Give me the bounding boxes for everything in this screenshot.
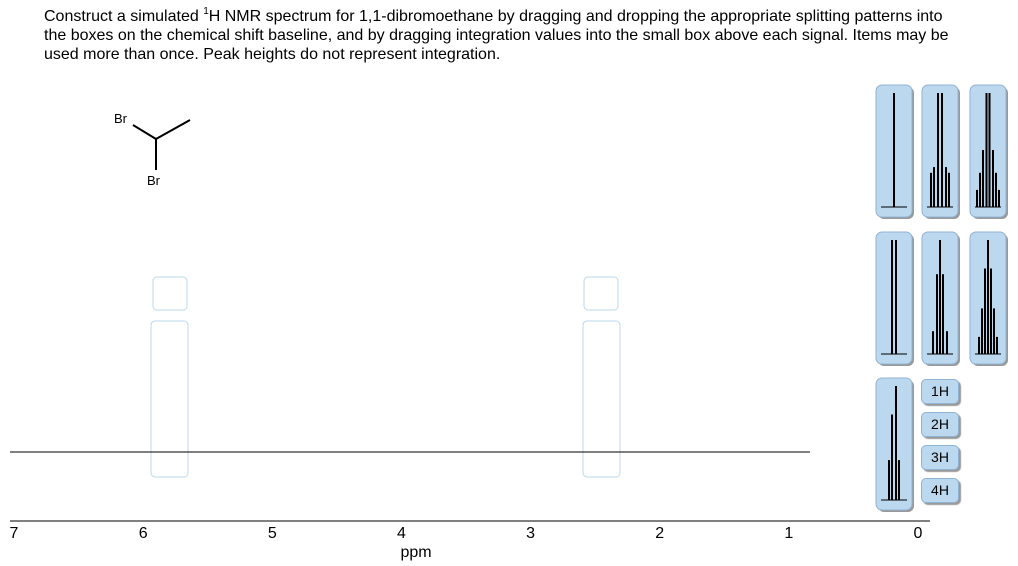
integration-box[interactable] — [583, 276, 619, 311]
splitting-pattern[interactable] — [921, 84, 960, 219]
tick-label: 2 — [655, 525, 664, 542]
splitting-pattern[interactable] — [969, 84, 1008, 219]
tile — [969, 84, 1007, 218]
question: Construct a simulated 1H NMR spectrum fo… — [44, 7, 964, 64]
integration-button[interactable]: 1H — [921, 379, 959, 404]
atom-label: Br — [147, 173, 161, 188]
tick-label: 3 — [526, 525, 535, 542]
question-text: Construct a simulated — [44, 8, 204, 25]
drop-zones — [150, 276, 621, 478]
tick-label: 5 — [268, 525, 277, 542]
splitting-box[interactable] — [582, 320, 621, 478]
splitting-box[interactable] — [150, 320, 189, 478]
tick-label: 4 — [397, 525, 406, 542]
integration-button[interactable]: 4H — [921, 478, 959, 503]
tile — [875, 231, 913, 365]
tick-label: 0 — [914, 525, 923, 542]
molecule — [132, 119, 191, 170]
question-text: H NMR spectrum for 1,1-dibromoethane by … — [44, 8, 949, 63]
splitting-pattern[interactable] — [875, 84, 914, 219]
superscript: 1 — [203, 6, 209, 17]
splitting-pattern[interactable] — [875, 231, 914, 366]
tile — [921, 84, 959, 218]
tile — [875, 377, 913, 511]
splitting-pattern[interactable] — [875, 377, 914, 512]
integration-button[interactable]: 2H — [921, 412, 959, 437]
integration-box[interactable] — [152, 276, 188, 311]
atom-label: Br — [114, 111, 128, 126]
tick-label: 1 — [784, 525, 793, 542]
splitting-pattern[interactable] — [921, 231, 960, 366]
integration-button[interactable]: 3H — [921, 445, 959, 470]
tick-label: 6 — [139, 525, 148, 542]
axis-label: ppm — [400, 544, 431, 561]
tick-label: 7 — [10, 525, 19, 542]
splitting-pattern[interactable] — [969, 231, 1008, 366]
